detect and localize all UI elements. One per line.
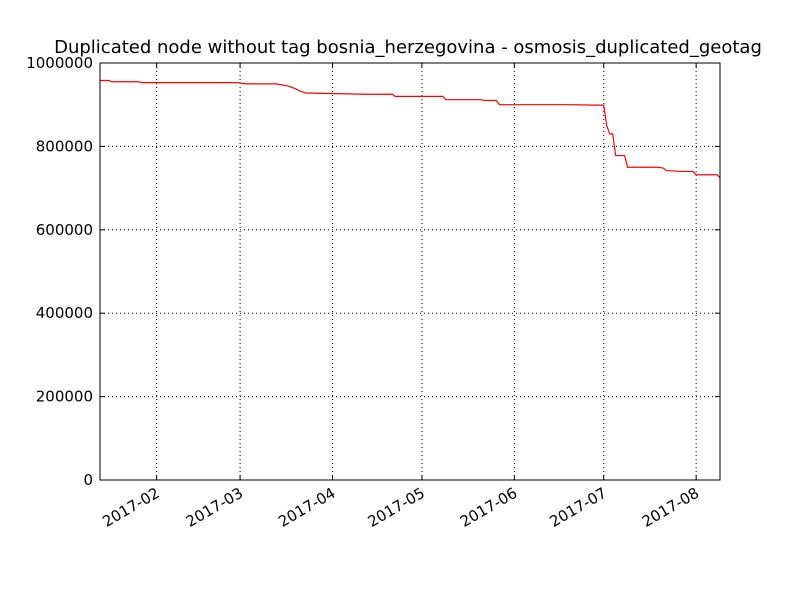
- x-tick-label: 2017-03: [183, 484, 246, 531]
- plot-frame: [99, 62, 721, 481]
- y-tick-label: 1000000: [26, 54, 93, 72]
- series-layer: [100, 79, 721, 179]
- series-line: [100, 79, 721, 179]
- x-tick-label: 2017-08: [639, 484, 702, 531]
- axes: 0 200000 400000 600000 800000 1000000 2017-02 2…: [26, 54, 721, 531]
- y-tick-label: 200000: [36, 388, 93, 406]
- grid: [100, 62, 720, 481]
- x-tick-label: 2017-05: [365, 484, 428, 531]
- x-tick-label: 2017-04: [275, 484, 338, 531]
- y-tick-label: 400000: [36, 304, 93, 322]
- y-tick-label: 800000: [36, 137, 93, 155]
- y-tick-label: 0: [83, 471, 93, 489]
- x-tick-label: 2017-06: [457, 484, 520, 531]
- x-tick-label: 2017-02: [99, 484, 162, 531]
- x-tick-label: 2017-07: [546, 484, 609, 531]
- y-tick-label: 600000: [36, 221, 93, 239]
- chart-title: Duplicated node without tag bosnia_herze…: [54, 37, 762, 58]
